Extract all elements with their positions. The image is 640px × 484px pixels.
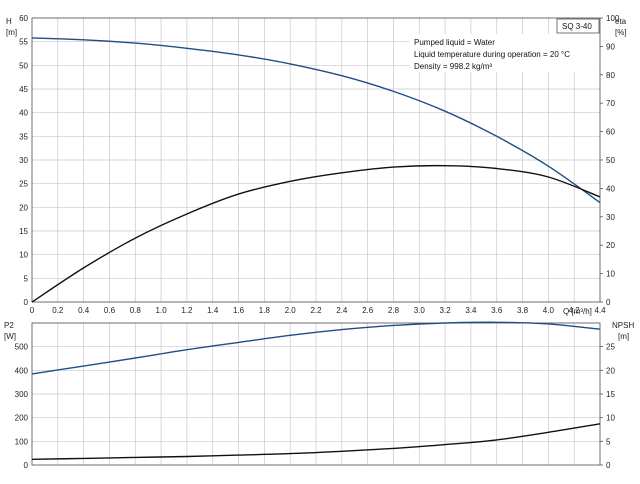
lower-left-tick-label: 200 — [15, 414, 29, 423]
upper-x-tick-label: 4.4 — [594, 306, 606, 315]
lower-right-tick-label: 0 — [606, 461, 611, 470]
upper-left-axis-label-2: [m] — [6, 28, 17, 37]
upper-left-tick-label: 30 — [19, 156, 28, 165]
upper-x-tick-label: 3.8 — [517, 306, 529, 315]
upper-x-tick-label: 0.6 — [104, 306, 116, 315]
upper-right-tick-label: 20 — [606, 241, 615, 250]
upper-left-axis-label-1: H — [6, 17, 12, 26]
upper-series — [31, 37, 601, 303]
upper-left-tick-label: 50 — [19, 61, 28, 70]
lower-right-tick-label: 25 — [606, 343, 615, 352]
lower-left-axis-label-2: [W] — [4, 332, 16, 341]
upper-x-tick-label: 4.0 — [543, 306, 555, 315]
upper-right-tick-label: 40 — [606, 184, 615, 193]
upper-x-tick-label: 3.2 — [440, 306, 452, 315]
upper-right-axis-label-1: eta — [615, 17, 627, 26]
upper-left-tick-label: 45 — [19, 85, 28, 94]
upper-x-tick-label: 1.2 — [181, 306, 193, 315]
upper-right-tick-label: 100 — [606, 14, 620, 23]
model-badge: SQ 3-40 — [562, 22, 592, 31]
upper-x-tick-label: 3.0 — [414, 306, 426, 315]
lower-grid — [31, 322, 601, 466]
lower-left-tick-label: 400 — [15, 366, 29, 375]
upper-x-tick-label: 3.6 — [491, 306, 503, 315]
upper-right-tick-label: 80 — [606, 71, 615, 80]
lower-left-tick-label: 0 — [24, 461, 29, 470]
info-box — [409, 34, 599, 72]
upper-right-tick-label: 0 — [606, 298, 611, 307]
lower-right-tick-label: 5 — [606, 437, 611, 446]
upper-x-tick-label: 4.2 — [569, 306, 581, 315]
lower-right-axis-label-1: NPSH — [612, 321, 634, 330]
upper-right-tick-label: 10 — [606, 270, 615, 279]
upper-left-tick-label: 15 — [19, 227, 28, 236]
x-axis-label: Q [m³/h] — [563, 307, 592, 316]
lower-right-tick-label: 15 — [606, 390, 615, 399]
upper-x-tick-label: 2.4 — [336, 306, 348, 315]
upper-left-tick-label: 5 — [24, 274, 29, 283]
lower-right-tick-label: 10 — [606, 414, 615, 423]
lower-series-right-curve — [31, 423, 601, 460]
upper-x-tick-label: 0.2 — [52, 306, 64, 315]
upper-x-tick-label: 1.8 — [259, 306, 271, 315]
lower-left-tick-label: 300 — [15, 390, 29, 399]
lower-right-tick-label: 20 — [606, 366, 615, 375]
upper-right-tick-label: 30 — [606, 213, 615, 222]
upper-x-tick-label: 2.2 — [310, 306, 322, 315]
upper-left-tick-label: 60 — [19, 14, 28, 23]
info-line-density: Density = 998.2 kg/m³ — [414, 62, 492, 71]
info-line-pumped-liquid: Pumped liquid = Water — [414, 38, 495, 47]
lower-ticks: 0 100 200 300 400 500 0 5 10 15 20 25 — [15, 343, 616, 470]
upper-x-tick-label: 2.0 — [285, 306, 297, 315]
upper-left-tick-label: 10 — [19, 251, 28, 260]
lower-left-tick-label: 500 — [15, 343, 29, 352]
upper-left-tick-label: 20 — [19, 203, 28, 212]
lower-series-left-curve — [31, 321, 601, 375]
upper-x-tick-label: 1.6 — [233, 306, 245, 315]
upper-x-tick-label: 1.0 — [156, 306, 168, 315]
upper-right-tick-label: 60 — [606, 128, 615, 137]
upper-ticks: 0 5 10 15 20 25 30 35 40 45 50 55 60 0 10 20 30 40 50 60 70 8… — [19, 14, 620, 315]
upper-left-tick-label: 40 — [19, 109, 28, 118]
upper-x-tick-label: 0.8 — [130, 306, 142, 315]
lower-chart: 0 100 200 300 400 500 0 5 10 15 20 25 P2 [W] NPSH [… — [4, 321, 634, 470]
lower-left-tick-label: 100 — [15, 437, 29, 446]
upper-x-tick-label: 3.4 — [465, 306, 477, 315]
upper-x-tick-label: 2.6 — [362, 306, 374, 315]
info-line-liquid-temperature: Liquid temperature during operation = 20… — [414, 50, 570, 59]
upper-x-tick-label: 2.8 — [388, 306, 400, 315]
upper-x-tick-label: 0.4 — [78, 306, 90, 315]
upper-chart: 0 5 10 15 20 25 30 35 40 45 50 55 60 0 10 20 30 40 50 60 70 8… — [6, 14, 627, 316]
upper-x-tick-label: 1.4 — [207, 306, 219, 315]
upper-right-tick-label: 50 — [606, 156, 615, 165]
upper-x-tick-label: 0 — [30, 306, 35, 315]
upper-series-left-curve — [31, 37, 601, 204]
lower-series — [31, 321, 601, 460]
upper-right-tick-label: 90 — [606, 42, 615, 51]
upper-series-right-curve — [31, 164, 601, 303]
upper-right-axis-label-2: [%] — [615, 28, 627, 37]
model-badge-box — [556, 18, 600, 34]
upper-left-tick-label: 0 — [24, 298, 29, 307]
upper-left-tick-label: 25 — [19, 180, 28, 189]
upper-left-tick-label: 55 — [19, 38, 28, 47]
lower-right-axis-label-2: [m] — [618, 332, 629, 341]
upper-left-tick-label: 35 — [19, 132, 28, 141]
lower-left-axis-label-1: P2 — [4, 321, 14, 330]
upper-right-tick-label: 70 — [606, 99, 615, 108]
